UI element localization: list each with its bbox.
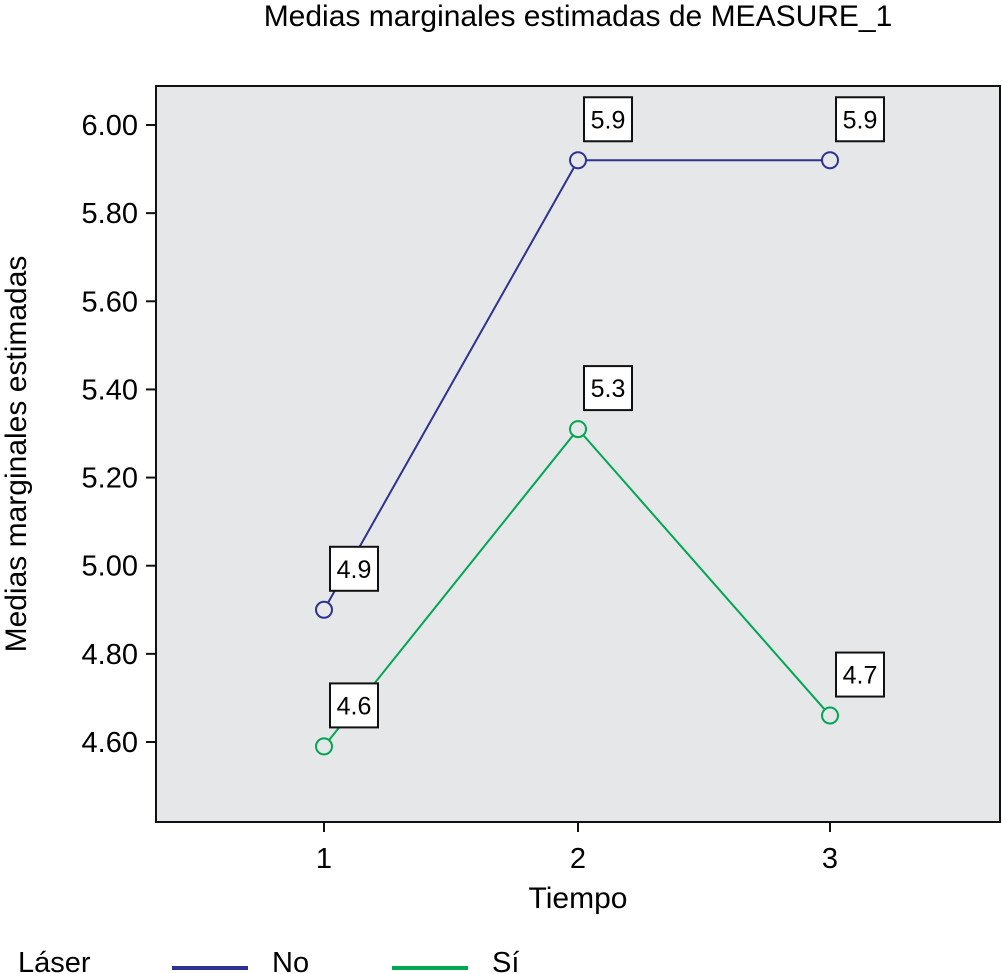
x-axis-ticks: 1 2 3	[316, 822, 838, 875]
legend-label: Sí	[492, 947, 519, 974]
x-tick-label: 1	[316, 843, 332, 875]
data-point-marker	[315, 600, 333, 619]
y-tick-label: 6.00	[82, 110, 138, 142]
x-tick-label: 2	[570, 843, 586, 875]
data-labels: 4.9 5.9 5.9 4.6 5.3 4.7	[329, 96, 885, 729]
data-label: 4.6	[337, 692, 372, 720]
y-axis-ticks: 4.60 4.80 5.00 5.20 5.40 5.60 5.80 6.00	[82, 110, 156, 759]
data-label-box	[583, 365, 633, 412]
data-label-box	[329, 682, 379, 729]
y-tick-label: 5.40	[82, 374, 138, 406]
y-tick-label: 4.80	[82, 639, 138, 671]
data-label: 4.9	[337, 556, 372, 584]
plot-area	[155, 85, 1001, 823]
data-point-marker	[821, 151, 839, 170]
y-tick-label: 5.80	[82, 198, 138, 230]
series-line-segment	[582, 434, 826, 711]
data-label: 5.9	[591, 106, 626, 134]
data-point-marker	[315, 737, 333, 756]
data-point-marker	[569, 151, 587, 170]
y-tick-label: 5.00	[82, 551, 138, 583]
series-line-segment	[327, 166, 575, 604]
data-label-box	[835, 96, 885, 143]
data-point-marker	[821, 706, 839, 725]
y-tick-label: 4.60	[82, 727, 138, 759]
data-label-box	[583, 96, 633, 143]
y-axis-label: Medias marginales estimadas	[0, 256, 33, 653]
x-tick-label: 3	[822, 843, 838, 875]
data-label-box	[329, 545, 379, 592]
series-layer	[315, 151, 839, 756]
legend-title: Láser	[18, 947, 91, 974]
data-label: 4.7	[843, 662, 878, 690]
chart-title: Medias marginales estimadas de MEASURE_1	[264, 0, 893, 33]
x-axis-label: Tiempo	[529, 882, 628, 915]
legend: Láser No Sí	[18, 947, 519, 974]
y-tick-label: 5.20	[82, 463, 138, 495]
legend-label: No	[272, 947, 309, 974]
y-tick-label: 5.60	[82, 286, 138, 318]
data-point-marker	[569, 420, 587, 439]
data-label-box	[835, 651, 885, 698]
data-label: 5.3	[591, 375, 626, 403]
data-label: 5.9	[843, 106, 878, 134]
